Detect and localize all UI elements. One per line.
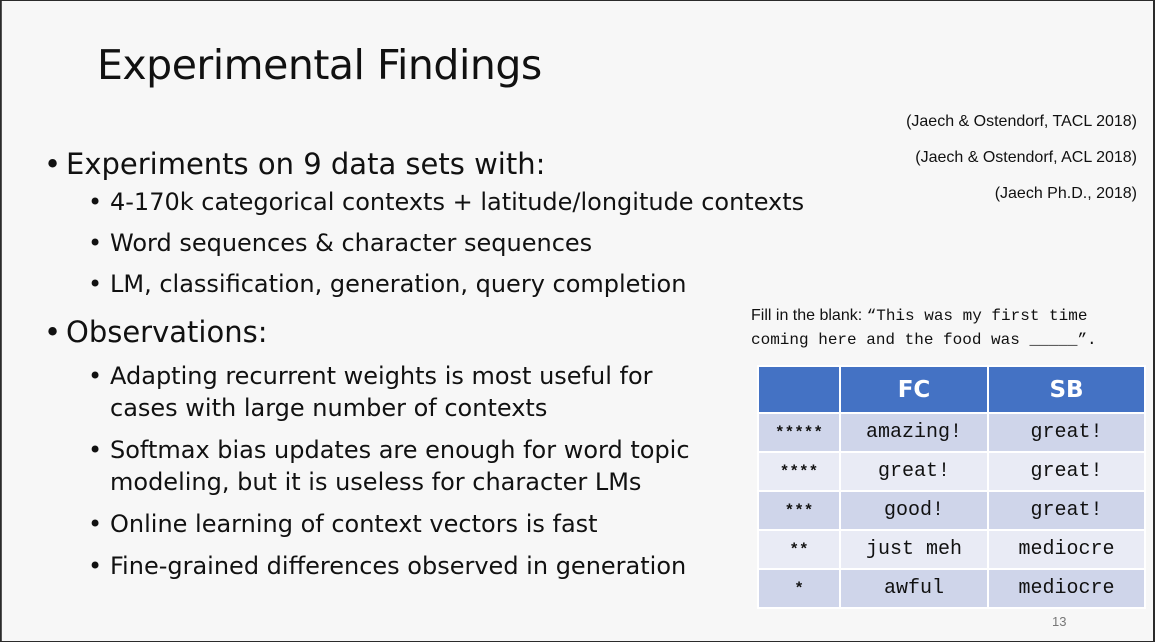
rating-cell: ****	[757, 451, 841, 492]
sub-bullet-line: Adapting recurrent weights is most usefu…	[110, 362, 653, 390]
bullet-experiments: Experiments on 9 data sets with:	[44, 146, 804, 182]
table-row: **** great! great!	[757, 451, 1146, 492]
reference: (Jaech & Ostendorf, ACL 2018)	[915, 149, 1137, 166]
rating-cell: **	[757, 529, 841, 570]
page-number: 13	[1052, 614, 1067, 629]
table-row: ***** amazing! great!	[757, 412, 1146, 453]
table-header: SB	[987, 365, 1146, 414]
sub-bullet: Adapting recurrent weights is most usefu…	[88, 360, 804, 424]
sub-bullet: Online learning of context vectors is fa…	[88, 508, 804, 540]
reference: (Jaech Ph.D., 2018)	[994, 185, 1137, 202]
fill-in-blank-prompt: Fill in the blank: “This was my first ti…	[751, 304, 1097, 352]
sub-bullet: LM, classification, generation, query co…	[88, 268, 804, 300]
table-row: ** just meh mediocre	[757, 529, 1146, 570]
bullet-list: Experiments on 9 data sets with: 4-170k …	[44, 146, 804, 582]
fc-cell: just meh	[839, 529, 989, 570]
fill-in-blank-sentence: coming here and the food was _____”.	[751, 331, 1097, 349]
fc-cell: great!	[839, 451, 989, 492]
table-header: FC	[839, 365, 989, 414]
fill-in-blank-label: Fill in the blank:	[751, 307, 867, 324]
sub-bullet: Word sequences & character sequences	[88, 227, 804, 259]
reference: (Jaech & Ostendorf, TACL 2018)	[906, 113, 1137, 130]
sb-cell: mediocre	[987, 529, 1146, 570]
rating-cell: ***	[757, 490, 841, 531]
slide-title: Experimental Findings	[97, 41, 542, 89]
references: (Jaech & Ostendorf, TACL 2018) (Jaech & …	[906, 111, 1137, 219]
sub-bullet-line: Softmax bias updates are enough for word…	[110, 436, 690, 464]
fc-cell: good!	[839, 490, 989, 531]
sb-cell: mediocre	[987, 568, 1146, 609]
sb-cell: great!	[987, 451, 1146, 492]
sub-bullet: Fine-grained differences observed in gen…	[88, 550, 804, 582]
rating-cell: *****	[757, 412, 841, 453]
generation-examples-table: FC SB ***** amazing! great! **** great! …	[757, 365, 1146, 609]
rating-cell: *	[757, 568, 841, 609]
sub-bullet-line: modeling, but it is useless for characte…	[110, 468, 642, 496]
sub-bullet-line: cases with large number of contexts	[110, 394, 548, 422]
table-row: *** good! great!	[757, 490, 1146, 531]
table-header-row: FC SB	[757, 365, 1146, 414]
bullet-observations: Observations:	[44, 314, 804, 350]
sub-bullet: Softmax bias updates are enough for word…	[88, 434, 804, 498]
fill-in-blank-sentence: “This was my first time	[866, 307, 1088, 325]
sb-cell: great!	[987, 490, 1146, 531]
fc-cell: awful	[839, 568, 989, 609]
sb-cell: great!	[987, 412, 1146, 453]
fc-cell: amazing!	[839, 412, 989, 453]
sub-bullet: 4-170k categorical contexts + latitude/l…	[88, 186, 804, 218]
table-header	[757, 365, 841, 414]
table-row: * awful mediocre	[757, 568, 1146, 609]
